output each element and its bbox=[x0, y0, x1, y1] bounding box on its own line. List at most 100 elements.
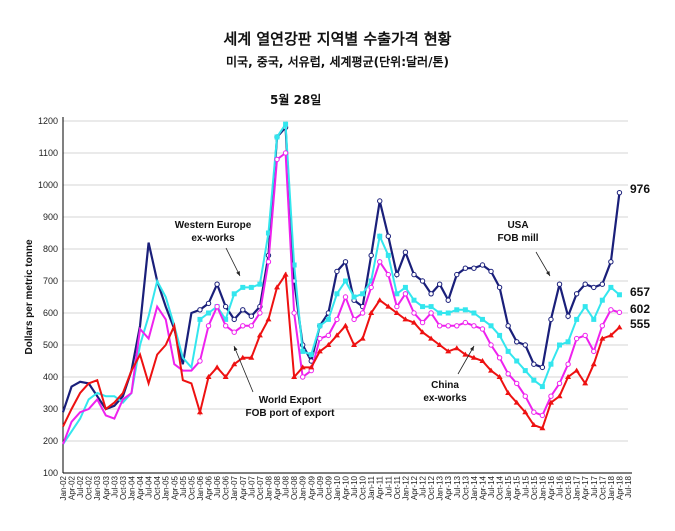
x-tick-label: Oct-02 bbox=[85, 475, 94, 500]
x-tick-label: Jul-07 bbox=[247, 475, 256, 497]
data-point bbox=[385, 271, 392, 278]
data-point bbox=[308, 364, 315, 370]
data-point bbox=[514, 380, 520, 387]
data-point bbox=[325, 342, 332, 347]
x-tick-label: Oct-06 bbox=[222, 475, 231, 500]
x-tick-label: Jan-16 bbox=[538, 475, 547, 500]
data-point bbox=[334, 268, 340, 275]
x-tick-label: Jul-12 bbox=[419, 475, 428, 497]
x-tick-label: Jan-13 bbox=[436, 475, 445, 500]
data-point bbox=[419, 329, 426, 335]
x-tick-label: Oct-13 bbox=[461, 475, 470, 500]
data-point bbox=[197, 307, 203, 313]
data-point bbox=[317, 335, 323, 342]
data-point bbox=[231, 291, 237, 297]
x-tick-label: Jul-10 bbox=[350, 475, 359, 497]
data-point bbox=[548, 316, 554, 323]
data-point bbox=[565, 339, 571, 345]
data-point bbox=[599, 323, 606, 329]
y-tick-label: 300 bbox=[43, 404, 58, 414]
series-line-china bbox=[62, 271, 621, 430]
data-point bbox=[471, 323, 477, 329]
y-tick-label: 500 bbox=[43, 340, 58, 350]
data-point bbox=[334, 291, 340, 297]
data-point bbox=[265, 316, 272, 322]
data-point bbox=[522, 393, 528, 399]
data-point bbox=[462, 351, 469, 357]
x-tick-label: Apr-06 bbox=[205, 475, 214, 500]
data-point bbox=[488, 367, 495, 373]
data-point bbox=[368, 284, 374, 291]
data-point bbox=[420, 304, 426, 310]
x-tick-label: Jan-18 bbox=[607, 475, 616, 500]
data-point bbox=[454, 323, 460, 329]
x-tick-label: Apr-10 bbox=[342, 475, 351, 500]
data-point bbox=[531, 377, 537, 383]
end-value-label: 976 bbox=[630, 182, 650, 196]
data-point bbox=[471, 265, 477, 271]
y-tick-label: 900 bbox=[43, 212, 58, 222]
data-point bbox=[239, 354, 246, 360]
series-annotation: ex-works bbox=[191, 233, 235, 244]
x-tick-label: Jul-18 bbox=[624, 475, 633, 497]
x-tick-label: Apr-14 bbox=[478, 475, 487, 500]
x-tick-label: Jan-10 bbox=[333, 475, 342, 500]
data-point bbox=[248, 284, 254, 290]
data-point bbox=[385, 252, 391, 258]
data-point bbox=[394, 303, 400, 310]
x-tick-label: Jan-09 bbox=[299, 475, 308, 500]
data-point bbox=[599, 335, 606, 341]
data-point bbox=[582, 380, 589, 386]
data-point bbox=[196, 409, 203, 415]
data-point bbox=[360, 291, 366, 297]
y-tick-label: 1000 bbox=[38, 180, 58, 190]
data-point bbox=[514, 339, 520, 345]
data-point bbox=[214, 303, 220, 310]
x-tick-label: Apr-16 bbox=[547, 475, 556, 500]
series-annotation: World Export bbox=[259, 395, 322, 406]
x-tick-label: Apr-02 bbox=[68, 475, 77, 500]
data-point bbox=[299, 364, 306, 370]
data-point bbox=[308, 352, 314, 358]
data-point bbox=[300, 348, 306, 354]
data-point bbox=[214, 281, 220, 287]
data-point bbox=[582, 304, 588, 310]
data-point bbox=[231, 329, 237, 335]
data-point bbox=[462, 265, 469, 271]
data-point bbox=[257, 281, 263, 287]
data-point bbox=[616, 309, 623, 316]
data-point bbox=[206, 310, 212, 316]
data-point bbox=[385, 233, 392, 239]
x-tick-label: Oct-04 bbox=[153, 475, 162, 500]
data-point bbox=[531, 361, 537, 367]
data-point bbox=[291, 310, 297, 316]
data-point bbox=[265, 259, 272, 265]
x-tick-label: Oct-07 bbox=[256, 475, 265, 500]
data-point bbox=[368, 310, 375, 315]
x-tick-label: Oct-03 bbox=[119, 475, 128, 500]
arrowhead-icon bbox=[236, 271, 240, 276]
series-line-western bbox=[62, 121, 621, 445]
data-point bbox=[539, 384, 545, 390]
data-point bbox=[573, 291, 580, 297]
x-tick-label: Apr-13 bbox=[444, 475, 453, 500]
x-tick-label: Jan-06 bbox=[196, 475, 205, 500]
x-tick-label: Jul-05 bbox=[179, 475, 188, 497]
data-point bbox=[205, 374, 212, 379]
chart-title: 세계 열연강판 지역별 수출가격 현황 bbox=[223, 30, 452, 48]
data-point bbox=[419, 278, 426, 284]
data-point bbox=[556, 393, 563, 399]
data-point bbox=[368, 252, 374, 259]
data-point bbox=[505, 323, 511, 329]
x-tick-label: Oct-12 bbox=[427, 475, 436, 500]
data-point bbox=[291, 262, 297, 268]
series-annotation: FOB port of export bbox=[246, 408, 336, 419]
data-point bbox=[368, 278, 374, 284]
data-point bbox=[411, 310, 417, 316]
data-point bbox=[377, 259, 383, 265]
data-point bbox=[342, 259, 349, 265]
data-point bbox=[316, 348, 323, 354]
series-annotation: FOB mill bbox=[497, 233, 538, 244]
data-point bbox=[291, 374, 298, 379]
